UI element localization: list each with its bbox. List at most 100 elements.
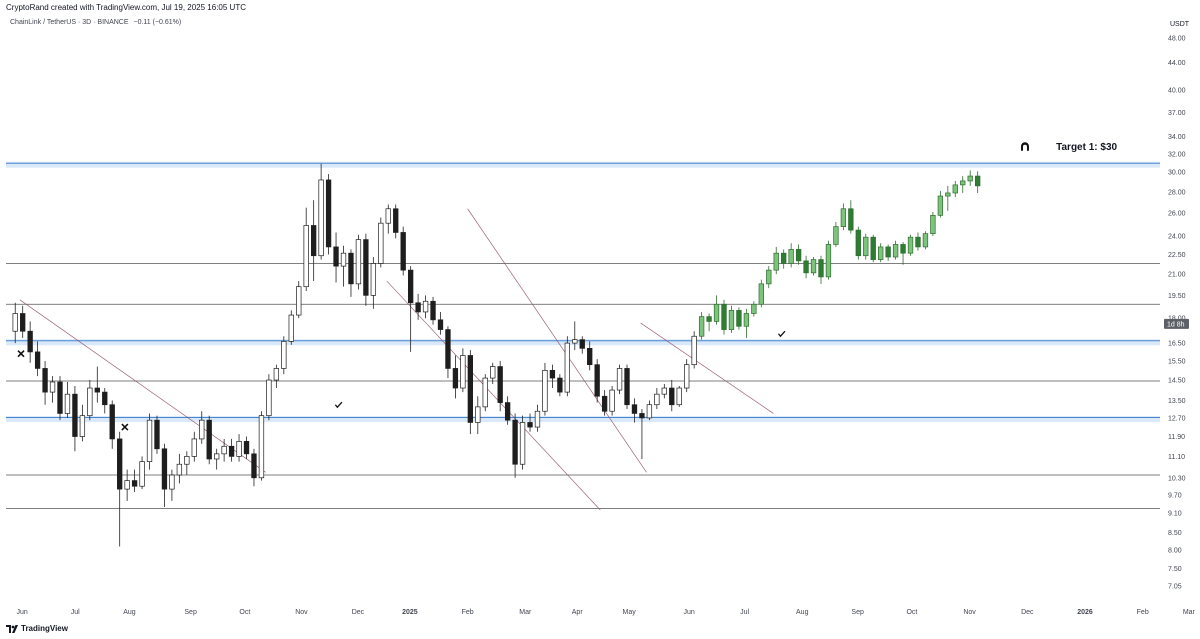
projected-candle — [915, 232, 921, 251]
candle-body — [728, 310, 735, 330]
projected-candle — [698, 311, 705, 340]
candle-body — [639, 413, 645, 419]
candle-body — [878, 246, 884, 260]
candle — [251, 448, 257, 487]
candle-body — [378, 222, 384, 264]
price-tick-label: 7.05 — [1168, 584, 1182, 591]
candle-body — [228, 445, 235, 457]
time-tick-label: 2025 — [402, 609, 418, 616]
candle-body — [251, 453, 257, 479]
candle-body — [20, 313, 26, 332]
candle — [393, 204, 399, 239]
price-axis[interactable]: USDT 48.00 44.00 40.00 37.00 34.00 32.00 30.00… — [1164, 21, 1190, 591]
candle — [333, 232, 339, 283]
time-tick-label: May — [623, 609, 637, 616]
candle-body — [781, 252, 787, 264]
candle — [318, 163, 324, 260]
time-axis[interactable]: Jun Jul Aug Sep Oct Nov Dec 2025 Feb Mar Apr May Jun… — [17, 609, 1196, 616]
candle — [214, 448, 220, 470]
candle-body — [564, 342, 570, 393]
candle-body — [363, 239, 369, 296]
candle-body — [72, 393, 78, 437]
candle-body — [243, 441, 250, 455]
candle — [20, 305, 26, 338]
projected-candle — [840, 203, 847, 231]
candle-body — [266, 379, 272, 417]
candle — [27, 321, 33, 363]
candle-body — [430, 300, 436, 321]
candle — [497, 360, 503, 412]
candle-body — [810, 259, 817, 274]
projected-candle — [728, 305, 735, 333]
candle-body — [945, 192, 951, 197]
candle — [557, 374, 563, 397]
attribution-text: CryptoRand created with TradingView.com,… — [6, 3, 246, 12]
price-tick-label: 26.00 — [1168, 211, 1186, 218]
trendline-2 — [386, 280, 601, 511]
candle-body — [960, 180, 966, 186]
candle-body — [818, 259, 824, 278]
candle-body — [669, 387, 675, 406]
candle-body — [587, 347, 593, 366]
price-badge-label: 1d 8h — [1167, 321, 1185, 328]
candle — [355, 234, 362, 290]
time-tick-label: 2026 — [1077, 609, 1093, 616]
price-chart[interactable]: Target 1: $30 USDT 48.00 44.00 40.00 37.00 3… — [0, 0, 1200, 620]
candle — [146, 413, 153, 470]
candle — [639, 409, 645, 459]
candle-body — [348, 252, 354, 285]
projected-candle — [713, 295, 720, 325]
symbol-name[interactable]: ChainLink / TetherUS · 3D · BINANCE — [10, 19, 129, 26]
check-marker — [334, 401, 343, 409]
candle-body — [848, 208, 854, 231]
candle-body — [281, 341, 287, 369]
candle-body — [624, 368, 630, 406]
candle-body — [415, 302, 421, 313]
candle — [370, 256, 377, 309]
candle — [139, 456, 145, 490]
candle — [273, 364, 280, 389]
projected-candle — [766, 266, 772, 289]
time-tick-label: Jul — [740, 609, 749, 616]
candle-body — [512, 419, 518, 465]
candle-body — [631, 404, 638, 414]
time-tick-label: Sep — [851, 609, 864, 616]
candle — [184, 451, 190, 476]
projected-candle — [818, 255, 824, 284]
candle — [624, 364, 630, 410]
candle-body — [788, 249, 794, 264]
projected-candle — [922, 231, 929, 250]
price-tick-label: 8.50 — [1168, 530, 1182, 537]
cross-marker — [121, 423, 129, 431]
price-badge — [1164, 318, 1189, 329]
candle-body — [355, 239, 362, 285]
candle-body — [751, 303, 757, 314]
time-tick-label: Nov — [963, 609, 976, 616]
candle — [669, 380, 675, 412]
candle — [460, 348, 466, 393]
candle-body — [184, 456, 190, 465]
candle-body — [572, 339, 578, 344]
symbol-info: ChainLink / TetherUS · 3D · BINANCE −0.1… — [10, 19, 184, 26]
projected-candle — [773, 246, 779, 275]
candle-body — [609, 389, 615, 412]
candle-body — [676, 387, 682, 406]
projected-candle — [810, 256, 817, 276]
candle-body — [773, 252, 779, 271]
footer-brand[interactable]: TradingView — [6, 624, 68, 633]
candle — [415, 293, 421, 320]
candle — [49, 376, 56, 403]
candle-body — [303, 225, 309, 288]
price-tick-label: 44.00 — [1168, 60, 1186, 67]
candle — [296, 281, 302, 319]
price-tick-label: 7.50 — [1168, 566, 1182, 573]
trendline-0 — [19, 299, 266, 473]
candle — [579, 336, 585, 354]
candle-body — [400, 232, 406, 271]
time-tick-label: Aug — [123, 609, 136, 616]
candle-body — [825, 244, 832, 278]
projected-candle — [721, 299, 727, 335]
projected-candle — [952, 180, 958, 198]
candle — [504, 396, 511, 425]
candle-body — [191, 438, 197, 457]
